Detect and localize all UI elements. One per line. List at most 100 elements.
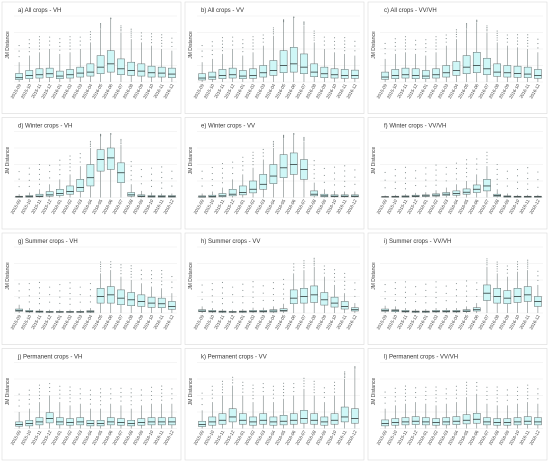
outlier-point: [537, 171, 539, 173]
outlier-point: [527, 183, 529, 185]
outlier-point: [354, 50, 356, 52]
outlier-point: [466, 167, 468, 169]
outlier-point: [272, 29, 274, 31]
outlier-point: [476, 385, 478, 387]
outlier-point: [313, 39, 315, 41]
y-axis-label: JM Distance: [188, 147, 194, 175]
outlier-point: [516, 386, 519, 388]
outlier-point: [476, 282, 478, 284]
outlier-point: [262, 299, 264, 301]
outlier-point: [486, 260, 488, 262]
box-body: [483, 179, 491, 192]
outlier-point: [506, 41, 508, 43]
outlier-point: [171, 41, 173, 43]
outlier-point: [110, 266, 112, 268]
outlier-point: [211, 289, 213, 291]
outlier-point: [415, 392, 417, 394]
outlier-point: [516, 43, 519, 45]
outlier-point: [486, 386, 488, 388]
outlier-point: [262, 155, 264, 157]
outlier-point: [120, 140, 122, 142]
outlier-point: [384, 391, 386, 393]
outlier-point: [404, 281, 407, 283]
outlier-point: [333, 40, 336, 42]
outlier-point: [171, 170, 173, 172]
outlier-point: [537, 47, 539, 49]
box-body: [462, 55, 471, 74]
outlier-point: [283, 134, 285, 136]
outlier-point: [323, 265, 325, 267]
outlier-point: [537, 43, 539, 45]
box-body: [127, 292, 135, 306]
outlier-point: [313, 164, 315, 166]
outlier-point: [344, 377, 346, 379]
outlier-point: [89, 289, 91, 291]
outlier-point: [404, 291, 407, 293]
outlier-point: [211, 172, 213, 175]
outlier-point: [283, 288, 285, 290]
outlier-point: [69, 48, 71, 50]
outlier-point: [344, 46, 346, 48]
outlier-point: [516, 268, 519, 270]
box-body: [157, 297, 166, 308]
outlier-point: [293, 269, 295, 271]
outlier-point: [221, 386, 224, 388]
outlier-point: [415, 170, 417, 172]
outlier-point: [89, 144, 91, 146]
outlier-point: [344, 175, 346, 177]
outlier-point: [323, 387, 325, 389]
outlier-point: [404, 396, 407, 398]
outlier-point: [496, 268, 498, 270]
outlier-point: [537, 186, 539, 188]
outlier-point: [293, 390, 295, 393]
outlier-point: [201, 178, 203, 180]
box-body: [340, 301, 349, 310]
panel-frame: [184, 1, 365, 114]
outlier-point: [69, 36, 71, 38]
box-body: [340, 406, 349, 423]
box-body: [76, 179, 85, 192]
outlier-point: [252, 45, 254, 47]
outlier-point: [496, 270, 498, 272]
outlier-point: [79, 157, 81, 159]
outlier-point: [201, 56, 203, 58]
panel-title: i) Summer crops - VV/VH: [384, 239, 451, 245]
outlier-point: [496, 401, 498, 403]
outlier-point: [59, 164, 61, 166]
outlier-point: [28, 47, 30, 49]
outlier-point: [272, 389, 274, 391]
outlier-point: [79, 388, 81, 390]
outlier-point: [293, 383, 295, 385]
outlier-point: [283, 385, 285, 387]
outlier-point: [79, 393, 81, 395]
box-body: [330, 68, 339, 79]
outlier-point: [272, 385, 274, 387]
outlier-point: [384, 179, 386, 181]
box-body: [168, 301, 176, 310]
outlier-point: [394, 49, 396, 51]
outlier-point: [120, 138, 122, 140]
box-body: [289, 413, 298, 425]
outlier-point: [79, 294, 81, 296]
box-body: [493, 63, 501, 77]
outlier-point: [466, 387, 468, 389]
outlier-point: [161, 284, 163, 286]
outlier-point: [415, 396, 417, 398]
outlier-point: [496, 393, 498, 395]
outlier-point: [262, 390, 264, 393]
outlier-point: [516, 266, 519, 268]
outlier-point: [445, 173, 447, 175]
outlier-point: [28, 167, 30, 169]
outlier-point: [435, 286, 437, 288]
outlier-point: [313, 30, 315, 32]
outlier-point: [100, 26, 102, 28]
outlier-point: [354, 282, 356, 284]
outlier-point: [516, 390, 519, 392]
box-body: [391, 69, 400, 79]
y-axis-label: JM Distance: [5, 262, 11, 290]
outlier-point: [69, 393, 71, 395]
outlier-point: [404, 166, 407, 168]
outlier-point: [303, 138, 305, 140]
